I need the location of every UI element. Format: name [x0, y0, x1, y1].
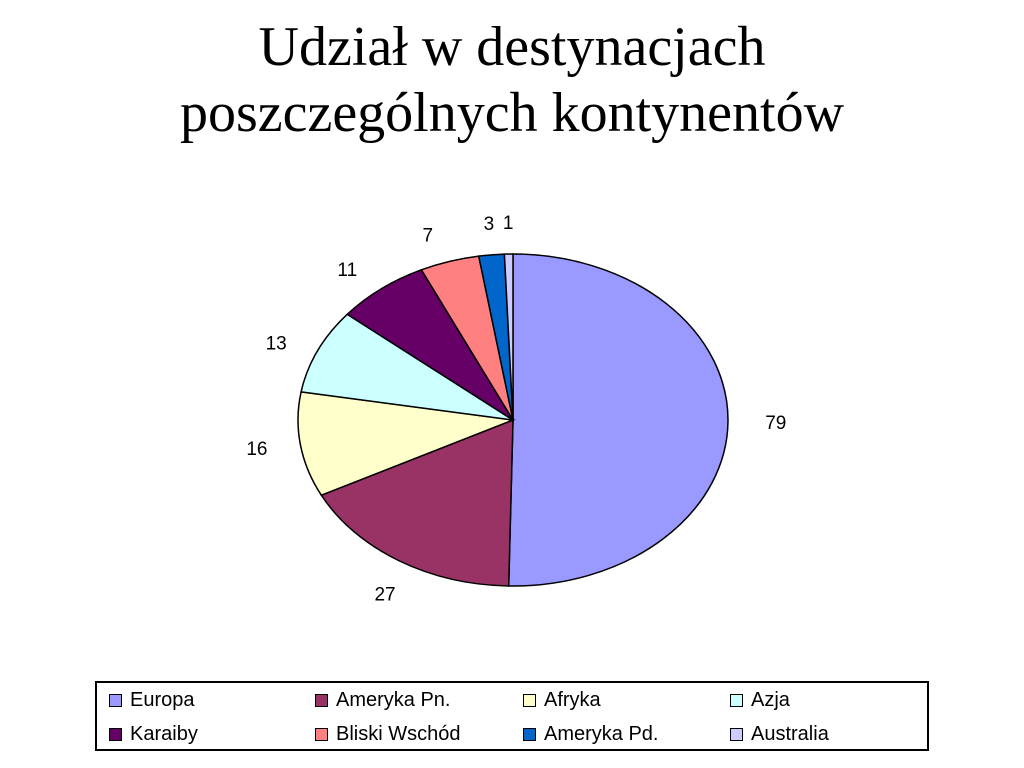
legend-swatch-bliski-wschod	[315, 727, 328, 741]
legend-label-ameryka-pn: Ameryka Pn.	[336, 688, 451, 711]
pie-slice-azja	[300, 313, 514, 421]
data-label-bliski-wschod: 7	[423, 225, 434, 246]
chart-title-line-2: poszczególnych kontynentów	[179, 82, 845, 144]
data-label-ameryka-pn: 27	[374, 584, 395, 605]
legend-label-ameryka-pd: Ameryka Pd.	[544, 722, 659, 745]
legend-label-europa: Europa	[130, 688, 195, 711]
data-label-karaiby: 11	[337, 260, 357, 281]
legend-swatch-ameryka-pd	[523, 727, 536, 741]
legend-label-afryka: Afryka	[544, 688, 601, 711]
data-label-ameryka-pd: 3	[484, 214, 495, 235]
pie-chart: 79 27 16 13 11 7 3 1	[246, 213, 786, 605]
data-label-europa: 79	[765, 413, 786, 434]
legend-item-karaiby: Karaiby	[109, 722, 198, 746]
legend-item-australia: Australia	[730, 722, 829, 746]
pie-slice-europa	[507, 253, 729, 587]
legend-item-ameryka-pn: Ameryka Pn.	[315, 688, 450, 712]
legend-swatch-azja	[730, 693, 743, 707]
chart-legend: Europa Ameryka Pn. Afryka Azja Karaiby Bliski…	[95, 681, 929, 751]
legend-item-afryka: Afryka	[523, 688, 601, 712]
legend-label-azja: Azja	[751, 688, 790, 711]
chart-title-line-1: Udział w destynacjach	[258, 16, 766, 78]
legend-swatch-europa	[109, 693, 122, 707]
pie-slice-australia	[503, 253, 514, 421]
legend-swatch-australia	[730, 727, 743, 741]
legend-swatch-karaiby	[109, 727, 122, 741]
chart-title: Udział w destynacjach poszczególnych kon…	[0, 14, 1024, 146]
legend-item-europa: Europa	[109, 688, 195, 712]
data-label-azja: 13	[266, 333, 287, 354]
pie-slice-afryka	[297, 391, 516, 497]
data-label-afryka: 16	[246, 439, 267, 460]
legend-label-karaiby: Karaiby	[130, 722, 198, 745]
data-label-australia: 1	[503, 213, 514, 234]
legend-label-australia: Australia	[751, 722, 829, 745]
legend-item-bliski-wschod: Bliski Wschód	[315, 722, 460, 746]
legend-label-bliski-wschod: Bliski Wschód	[336, 722, 461, 745]
legend-item-azja: Azja	[730, 688, 790, 712]
pie-slice-ameryka-pn	[320, 418, 514, 587]
legend-swatch-afryka	[523, 693, 536, 707]
legend-item-ameryka-pd: Ameryka Pd.	[523, 722, 658, 746]
legend-swatch-ameryka-pn	[315, 693, 328, 707]
